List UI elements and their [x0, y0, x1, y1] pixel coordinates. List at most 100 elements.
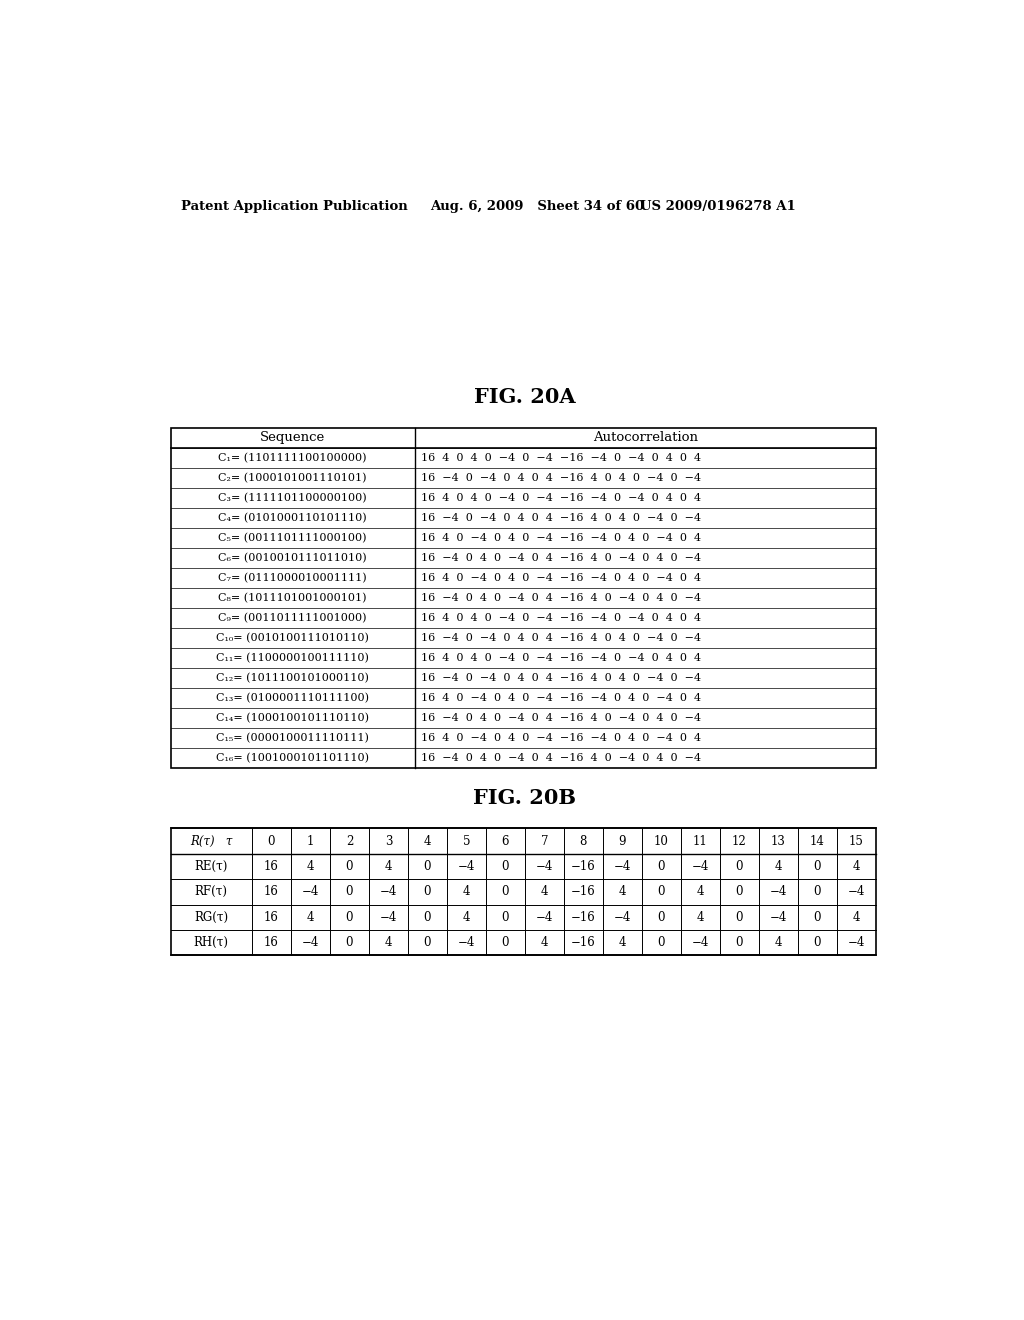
Text: 16  −4  0  4  0  −4  0  4  −16  4  0  −4  0  4  0  −4: 16 −4 0 4 0 −4 0 4 −16 4 0 −4 0 4 0 −4 — [421, 593, 701, 603]
Text: 9: 9 — [618, 834, 626, 847]
Text: 16  −4  0  4  0  −4  0  4  −16  4  0  −4  0  4  0  −4: 16 −4 0 4 0 −4 0 4 −16 4 0 −4 0 4 0 −4 — [421, 553, 701, 564]
Text: 4: 4 — [424, 834, 431, 847]
Text: 4: 4 — [541, 886, 548, 899]
Text: 0: 0 — [735, 911, 743, 924]
Text: −4: −4 — [458, 859, 475, 873]
Text: −4: −4 — [302, 886, 319, 899]
Text: 16  4  0  −4  0  4  0  −4  −16  −4  0  4  0  −4  0  4: 16 4 0 −4 0 4 0 −4 −16 −4 0 4 0 −4 0 4 — [421, 573, 701, 583]
Text: C₁₃= (0100001110111100): C₁₃= (0100001110111100) — [216, 693, 370, 704]
Text: RE(τ): RE(τ) — [195, 859, 228, 873]
Text: 0: 0 — [502, 936, 509, 949]
Bar — [171, 428, 876, 768]
Text: 16  4  0  4  0  −4  0  −4  −16  −4  0  −4  0  4  0  4: 16 4 0 4 0 −4 0 −4 −16 −4 0 −4 0 4 0 4 — [421, 653, 701, 663]
Text: Patent Application Publication: Patent Application Publication — [180, 199, 408, 213]
Text: 0: 0 — [346, 936, 353, 949]
Text: FIG. 20A: FIG. 20A — [474, 387, 575, 407]
Text: 0: 0 — [502, 859, 509, 873]
Text: 13: 13 — [771, 834, 785, 847]
Text: 4: 4 — [307, 911, 314, 924]
Text: −4: −4 — [692, 936, 709, 949]
Text: 16  −4  0  4  0  −4  0  4  −16  4  0  −4  0  4  0  −4: 16 −4 0 4 0 −4 0 4 −16 4 0 −4 0 4 0 −4 — [421, 754, 701, 763]
Text: Sequence: Sequence — [260, 432, 326, 445]
Text: 0: 0 — [657, 936, 666, 949]
Bar — [171, 829, 876, 956]
Text: 4: 4 — [541, 936, 548, 949]
Text: 16  −4  0  −4  0  4  0  4  −16  4  0  4  0  −4  0  −4: 16 −4 0 −4 0 4 0 4 −16 4 0 4 0 −4 0 −4 — [421, 673, 701, 684]
Text: 0: 0 — [814, 936, 821, 949]
Text: −4: −4 — [302, 936, 319, 949]
Text: 0: 0 — [267, 834, 275, 847]
Text: 4: 4 — [853, 859, 860, 873]
Text: 0: 0 — [424, 859, 431, 873]
Text: 4: 4 — [307, 859, 314, 873]
Text: 10: 10 — [654, 834, 669, 847]
Text: 16  4  0  4  0  −4  0  −4  −16  −4  0  −4  0  4  0  4: 16 4 0 4 0 −4 0 −4 −16 −4 0 −4 0 4 0 4 — [421, 453, 701, 463]
Text: C₁₄= (1000100101110110): C₁₄= (1000100101110110) — [216, 713, 370, 723]
Text: 16: 16 — [264, 859, 279, 873]
Text: 16  4  0  −4  0  4  0  −4  −16  −4  0  4  0  −4  0  4: 16 4 0 −4 0 4 0 −4 −16 −4 0 4 0 −4 0 4 — [421, 693, 701, 704]
Text: C₁₁= (1100000100111110): C₁₁= (1100000100111110) — [216, 653, 369, 663]
Text: 0: 0 — [346, 886, 353, 899]
Text: 6: 6 — [502, 834, 509, 847]
Text: −4: −4 — [848, 886, 865, 899]
Text: Autocorrelation: Autocorrelation — [593, 432, 697, 445]
Text: C₂= (1000101001110101): C₂= (1000101001110101) — [218, 473, 367, 483]
Text: C₈= (1011101001000101): C₈= (1011101001000101) — [218, 593, 367, 603]
Text: 0: 0 — [346, 859, 353, 873]
Text: 0: 0 — [814, 859, 821, 873]
Text: −16: −16 — [571, 936, 596, 949]
Text: 0: 0 — [657, 911, 666, 924]
Text: −16: −16 — [571, 859, 596, 873]
Text: −4: −4 — [770, 911, 787, 924]
Text: 0: 0 — [424, 936, 431, 949]
Text: 0: 0 — [657, 886, 666, 899]
Text: −16: −16 — [571, 886, 596, 899]
Text: 4: 4 — [385, 936, 392, 949]
Text: 16  −4  0  −4  0  4  0  4  −16  4  0  4  0  −4  0  −4: 16 −4 0 −4 0 4 0 4 −16 4 0 4 0 −4 0 −4 — [421, 634, 701, 643]
Text: US 2009/0196278 A1: US 2009/0196278 A1 — [640, 199, 796, 213]
Text: 0: 0 — [346, 911, 353, 924]
Text: −4: −4 — [692, 859, 709, 873]
Text: Aug. 6, 2009   Sheet 34 of 60: Aug. 6, 2009 Sheet 34 of 60 — [430, 199, 644, 213]
Text: 4: 4 — [385, 859, 392, 873]
Text: C₁₆= (1001000101101110): C₁₆= (1001000101101110) — [216, 754, 370, 763]
Text: 16: 16 — [264, 911, 279, 924]
Text: −4: −4 — [613, 859, 631, 873]
Text: 4: 4 — [463, 911, 470, 924]
Text: 11: 11 — [693, 834, 708, 847]
Text: 16  4  0  4  0  −4  0  −4  −16  −4  0  −4  0  4  0  4: 16 4 0 4 0 −4 0 −4 −16 −4 0 −4 0 4 0 4 — [421, 612, 701, 623]
Text: 4: 4 — [618, 936, 626, 949]
Text: 0: 0 — [735, 859, 743, 873]
Text: 4: 4 — [774, 859, 782, 873]
Text: C₁₂= (1011100101000110): C₁₂= (1011100101000110) — [216, 673, 369, 684]
Text: 0: 0 — [814, 886, 821, 899]
Text: −4: −4 — [536, 859, 553, 873]
Text: 2: 2 — [346, 834, 353, 847]
Text: R(τ)   τ: R(τ) τ — [190, 834, 232, 847]
Text: 16  −4  0  −4  0  4  0  4  −16  4  0  4  0  −4  0  −4: 16 −4 0 −4 0 4 0 4 −16 4 0 4 0 −4 0 −4 — [421, 513, 701, 523]
Text: −4: −4 — [613, 911, 631, 924]
Text: 0: 0 — [657, 859, 666, 873]
Text: 16  −4  0  4  0  −4  0  4  −16  4  0  −4  0  4  0  −4: 16 −4 0 4 0 −4 0 4 −16 4 0 −4 0 4 0 −4 — [421, 713, 701, 723]
Text: −4: −4 — [770, 886, 787, 899]
Text: C₁= (1101111100100000): C₁= (1101111100100000) — [218, 453, 367, 463]
Text: C₁₅= (0000100011110111): C₁₅= (0000100011110111) — [216, 733, 369, 743]
Text: 4: 4 — [853, 911, 860, 924]
Text: −4: −4 — [380, 886, 397, 899]
Text: 16  −4  0  −4  0  4  0  4  −16  4  0  4  0  −4  0  −4: 16 −4 0 −4 0 4 0 4 −16 4 0 4 0 −4 0 −4 — [421, 473, 701, 483]
Text: C₆= (0010010111011010): C₆= (0010010111011010) — [218, 553, 367, 564]
Text: RF(τ): RF(τ) — [195, 886, 227, 899]
Text: 1: 1 — [307, 834, 314, 847]
Text: 4: 4 — [618, 886, 626, 899]
Text: 4: 4 — [696, 886, 705, 899]
Text: 0: 0 — [424, 886, 431, 899]
Text: 14: 14 — [810, 834, 824, 847]
Text: C₇= (0111000010001111): C₇= (0111000010001111) — [218, 573, 367, 583]
Text: 16  4  0  4  0  −4  0  −4  −16  −4  0  −4  0  4  0  4: 16 4 0 4 0 −4 0 −4 −16 −4 0 −4 0 4 0 4 — [421, 492, 701, 503]
Text: 5: 5 — [463, 834, 470, 847]
Text: 0: 0 — [735, 886, 743, 899]
Text: C₉= (0011011111001000): C₉= (0011011111001000) — [218, 612, 367, 623]
Text: 0: 0 — [502, 886, 509, 899]
Text: 16: 16 — [264, 886, 279, 899]
Text: FIG. 20B: FIG. 20B — [473, 788, 577, 808]
